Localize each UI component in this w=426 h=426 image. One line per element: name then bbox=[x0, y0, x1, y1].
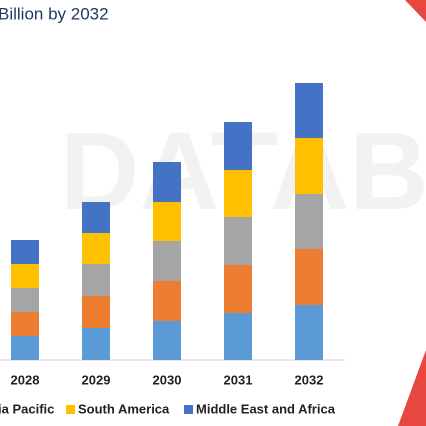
decor-triangle bbox=[405, 0, 426, 22]
x-tick-label: 2028 bbox=[11, 372, 40, 387]
bar-segment bbox=[224, 122, 252, 170]
bar-segment bbox=[295, 249, 323, 305]
bar-segment bbox=[153, 321, 181, 360]
bar-segment bbox=[224, 217, 252, 265]
bar-segment bbox=[82, 202, 110, 233]
bar-segment bbox=[153, 281, 181, 321]
bar-segment bbox=[153, 241, 181, 281]
decor-triangle bbox=[398, 350, 426, 426]
bar-segment bbox=[82, 328, 110, 360]
bar-segment bbox=[82, 296, 110, 328]
legend-label: ia Pacific bbox=[0, 401, 54, 416]
x-tick-label: 2029 bbox=[82, 372, 111, 387]
x-tick-label: 2032 bbox=[295, 372, 324, 387]
bar-segment bbox=[153, 202, 181, 241]
bar-segment bbox=[295, 194, 323, 249]
legend-swatch bbox=[66, 405, 75, 414]
bar-segment bbox=[224, 265, 252, 313]
bar-segment bbox=[295, 305, 323, 360]
legend-label: South America bbox=[78, 401, 170, 416]
x-tick-label: 2031 bbox=[224, 372, 253, 387]
legend-label: Middle East and Africa bbox=[196, 401, 336, 416]
legend-swatch bbox=[184, 405, 193, 414]
bar-segment bbox=[224, 170, 252, 217]
chart-title: Billion by 2032 bbox=[0, 4, 109, 23]
bar-segment bbox=[11, 264, 39, 288]
bar-segment bbox=[295, 83, 323, 138]
bar-segment bbox=[295, 138, 323, 194]
bar-segment bbox=[153, 162, 181, 202]
bar-segment bbox=[224, 313, 252, 360]
bar-segment bbox=[11, 312, 39, 336]
bar-segment bbox=[82, 264, 110, 296]
bar-segment bbox=[11, 336, 39, 360]
bar-segment bbox=[82, 233, 110, 264]
bar-segment bbox=[11, 288, 39, 312]
x-tick-label: 2030 bbox=[153, 372, 182, 387]
bar-segment bbox=[11, 240, 39, 264]
